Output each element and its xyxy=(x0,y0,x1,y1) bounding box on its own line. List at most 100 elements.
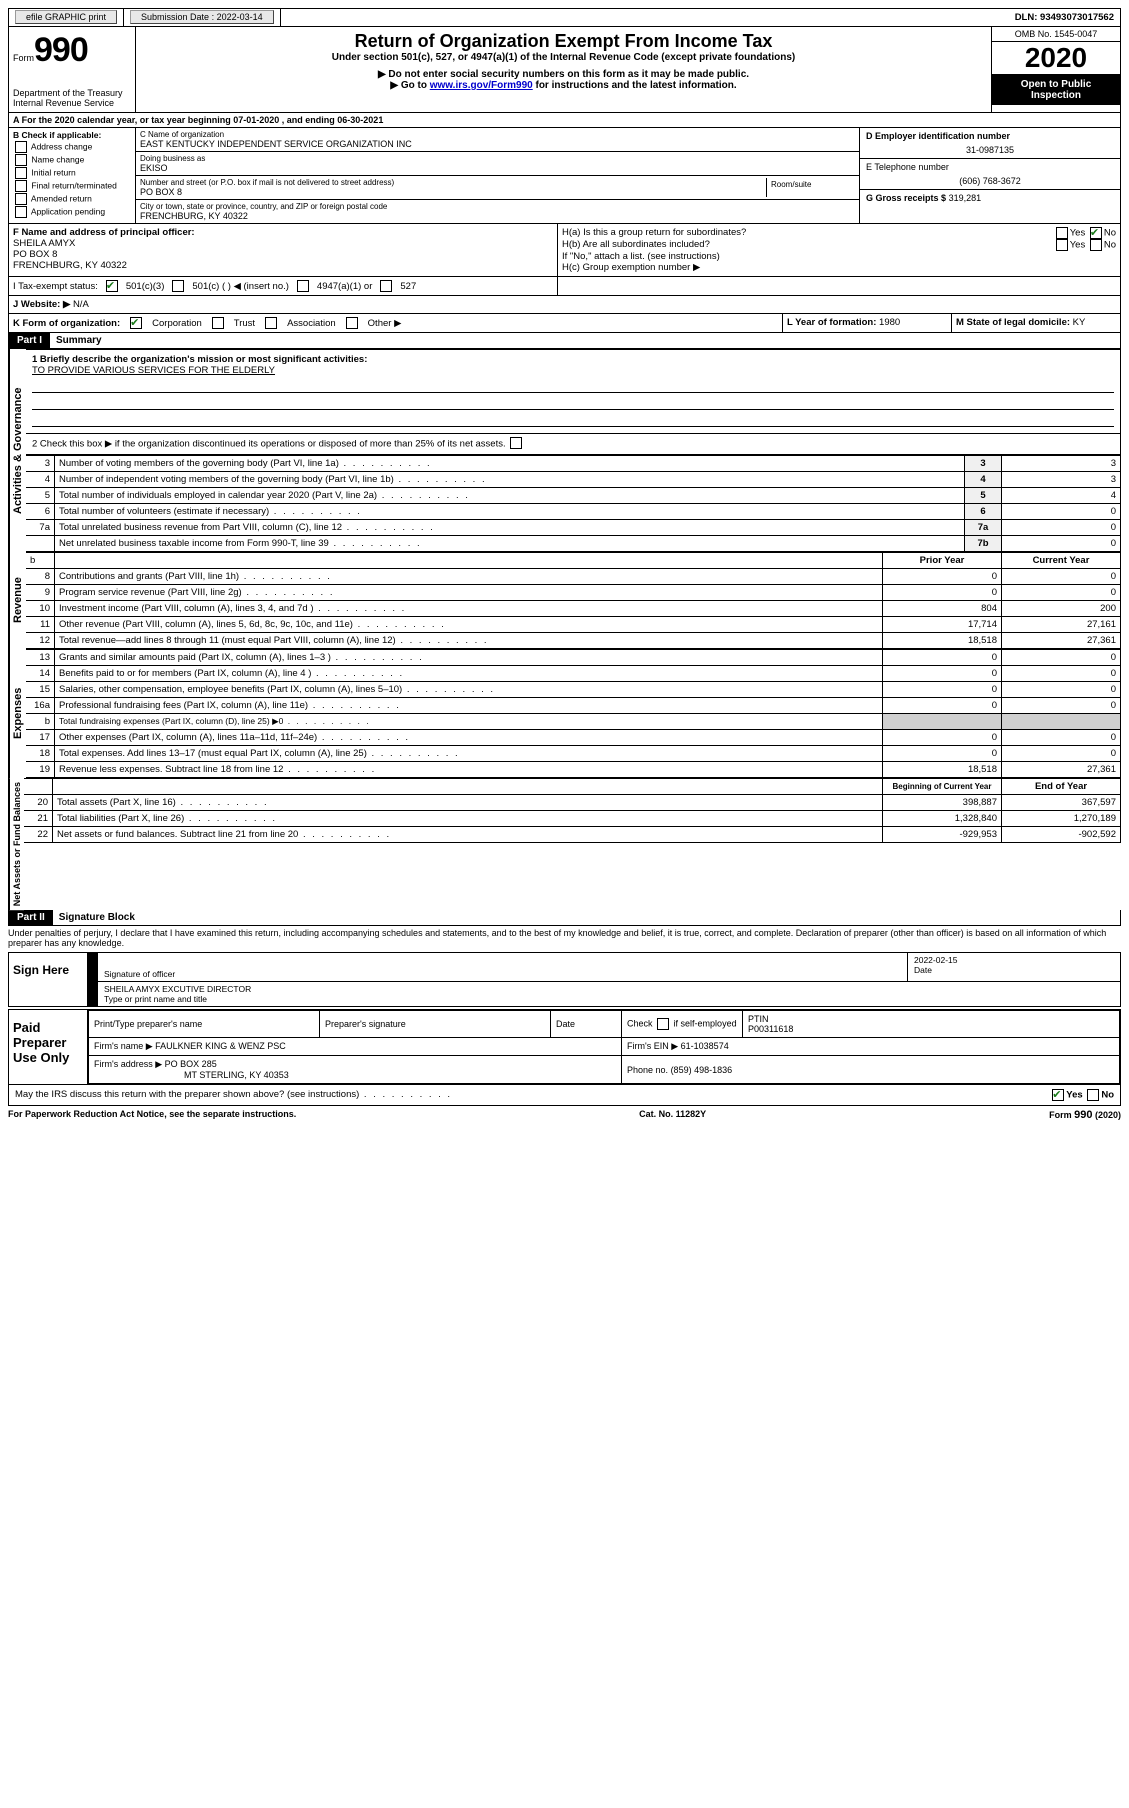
line-text: Total number of volunteers (estimate if … xyxy=(55,504,965,520)
line-num: 9 xyxy=(26,585,55,601)
arrow-icon xyxy=(88,953,98,1006)
efile-btn[interactable]: efile GRAPHIC print xyxy=(15,10,117,24)
submission-cell: Submission Date : 2022-03-14 xyxy=(124,9,281,26)
hb-label: H(b) Are all subordinates included? xyxy=(562,239,710,251)
part2-title: Signature Block xyxy=(53,910,141,925)
line-code: 6 xyxy=(965,504,1002,520)
tel-value: (606) 768-3672 xyxy=(866,176,1114,186)
line-num: 11 xyxy=(26,617,55,633)
line-num: 20 xyxy=(24,795,53,811)
declaration-text: Under penalties of perjury, I declare th… xyxy=(8,926,1121,950)
prior-value: 804 xyxy=(883,601,1002,617)
cb-initial[interactable]: Initial return xyxy=(13,167,131,179)
table-ag: 3 Number of voting members of the govern… xyxy=(26,455,1121,552)
hdr-end: End of Year xyxy=(1002,779,1121,795)
instr-pre: ▶ Go to xyxy=(390,80,429,91)
discuss-row: May the IRS discuss this return with the… xyxy=(8,1085,1121,1106)
dept-treasury: Department of the Treasury xyxy=(13,88,131,98)
hdr-begin: Beginning of Current Year xyxy=(883,779,1002,795)
discuss-yes-check[interactable] xyxy=(1052,1089,1064,1101)
line-value: 0 xyxy=(1002,520,1121,536)
dba-value: EKISO xyxy=(140,163,855,173)
prep-date-hdr: Date xyxy=(551,1011,622,1038)
cb-amended[interactable]: Amended return xyxy=(13,193,131,205)
hdr-b: b xyxy=(26,553,55,569)
line-text: Total number of individuals employed in … xyxy=(55,488,965,504)
cb-name[interactable]: Name change xyxy=(13,154,131,166)
line-text: Program service revenue (Part VIII, line… xyxy=(55,585,883,601)
hc-label: H(c) Group exemption number ▶ xyxy=(562,262,1116,273)
sig-officer-line[interactable]: Signature of officer xyxy=(98,953,907,982)
line-num: 4 xyxy=(26,472,55,488)
dept-irs: Internal Revenue Service xyxy=(13,98,131,108)
ein-label: D Employer identification number xyxy=(866,131,1114,141)
side-ag: Activities & Governance xyxy=(9,349,26,552)
prior-value: 0 xyxy=(883,730,1002,746)
line-text: Total unrelated business revenue from Pa… xyxy=(55,520,965,536)
f-label: F Name and address of principal officer: xyxy=(13,227,553,238)
line-value: 3 xyxy=(1002,472,1121,488)
omb-number: OMB No. 1545-0047 xyxy=(992,27,1120,42)
curr-value: 27,161 xyxy=(1002,617,1121,633)
line-text: Revenue less expenses. Subtract line 18 … xyxy=(55,762,883,778)
col-b-checkboxes: B Check if applicable: Address change Na… xyxy=(9,128,136,223)
line-num: 13 xyxy=(26,650,55,666)
line-text: Investment income (Part VIII, column (A)… xyxy=(55,601,883,617)
tel-label: E Telephone number xyxy=(866,162,1114,172)
discuss-text: May the IRS discuss this return with the… xyxy=(15,1089,452,1101)
k-assoc: Association xyxy=(287,318,336,329)
curr-value: 27,361 xyxy=(1002,633,1121,649)
cb-address[interactable]: Address change xyxy=(13,141,131,153)
cb-final[interactable]: Final return/terminated xyxy=(13,180,131,192)
block-bcd: B Check if applicable: Address change Na… xyxy=(8,128,1121,224)
curr-value: 27,361 xyxy=(1002,762,1121,778)
sig-date: 2022-02-15 xyxy=(914,955,1114,965)
prior-value: 0 xyxy=(883,698,1002,714)
line-num: 10 xyxy=(26,601,55,617)
city-label: City or town, state or province, country… xyxy=(140,202,855,211)
row-klm: K Form of organization: Corporation Trus… xyxy=(8,314,1121,333)
submission-btn[interactable]: Submission Date : 2022-03-14 xyxy=(130,10,274,24)
instr-link-line: ▶ Go to www.irs.gov/Form990 for instruct… xyxy=(140,80,987,91)
header-left: Form990 Department of the Treasury Inter… xyxy=(9,27,136,112)
i-501c3-check[interactable] xyxy=(106,280,118,292)
line-text: Grants and similar amounts paid (Part IX… xyxy=(55,650,883,666)
ha-no-check[interactable] xyxy=(1090,227,1102,239)
form-number: 990 xyxy=(34,31,88,69)
curr-value: 0 xyxy=(1002,746,1121,762)
curr-value: 0 xyxy=(1002,585,1121,601)
ha-options: Yes No xyxy=(1054,227,1116,239)
f-addr2: FRENCHBURG, KY 40322 xyxy=(13,260,553,271)
line-num: 19 xyxy=(26,762,55,778)
k-corp-check[interactable] xyxy=(130,317,142,329)
section-rev: Revenue b Prior Year Current Year8 Contr… xyxy=(8,552,1121,649)
i-527: 527 xyxy=(400,281,416,292)
part1-hdr: Part I xyxy=(9,333,50,348)
sig-name: SHEILA AMYX EXCUTIVE DIRECTOR xyxy=(104,984,1114,994)
prior-value: 17,714 xyxy=(883,617,1002,633)
prep-sig-hdr: Preparer's signature xyxy=(320,1011,551,1038)
irs-link[interactable]: www.irs.gov/Form990 xyxy=(430,80,533,91)
line-num: b xyxy=(26,714,55,730)
line-text: Total revenue—add lines 8 through 11 (mu… xyxy=(55,633,883,649)
line-text: Net assets or fund balances. Subtract li… xyxy=(53,827,883,843)
begin-value: -929,953 xyxy=(883,827,1002,843)
open-inspection: Open to PublicInspection xyxy=(992,75,1120,105)
line-text: Number of independent voting members of … xyxy=(55,472,965,488)
prior-value: 18,518 xyxy=(883,633,1002,649)
begin-value: 398,887 xyxy=(883,795,1002,811)
line-num: 21 xyxy=(24,811,53,827)
prior-value: 0 xyxy=(883,682,1002,698)
street-label: Number and street (or P.O. box if mail i… xyxy=(140,178,766,187)
firm-addr-cell: Firm's address ▶ PO BOX 285 MT STERLING,… xyxy=(89,1056,622,1084)
cb-application[interactable]: Application pending xyxy=(13,206,131,218)
city-value: FRENCHBURG, KY 40322 xyxy=(140,211,855,221)
form-word: Form xyxy=(13,53,34,63)
line-value: 4 xyxy=(1002,488,1121,504)
line-text: Total liabilities (Part X, line 26) xyxy=(53,811,883,827)
line-num: 8 xyxy=(26,569,55,585)
prior-value: 0 xyxy=(883,666,1002,682)
row-fh: F Name and address of principal officer:… xyxy=(8,224,1121,277)
hb-options: Yes No xyxy=(1054,239,1116,251)
section-exp: Expenses 13 Grants and similar amounts p… xyxy=(8,649,1121,778)
